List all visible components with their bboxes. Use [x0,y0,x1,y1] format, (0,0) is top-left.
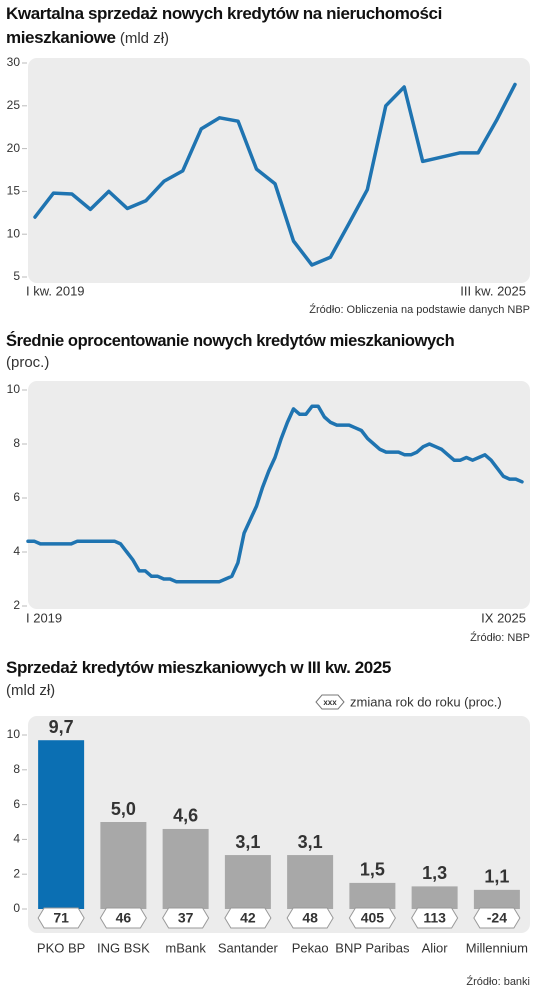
change-label: 48 [302,910,318,926]
change-label: 37 [178,910,194,926]
y-tick-label: 5 [13,269,20,283]
change-label: 42 [240,910,256,926]
y-tick-label: 4 [13,544,20,558]
value-label: 1,3 [422,863,447,883]
source: Źródło: banki [466,975,530,988]
chart-title: Kwartalna sprzedaż nowych kredytów na ni… [6,2,530,51]
source: Źródło: Obliczenia na podstawie danych N… [309,303,530,316]
title-text: Kwartalna sprzedaż nowych kredytów na ni… [6,4,442,47]
unit: (proc.) [6,354,50,371]
y-tick-label: 10 [7,382,21,396]
bar [473,889,520,909]
bar [349,882,396,909]
y-tick-label: 0 [13,901,20,915]
line [33,82,517,267]
y-tick-label: 25 [7,98,21,112]
bar [100,822,147,909]
bar [162,828,209,909]
value-label: 9,7 [49,717,74,737]
y-tick-label: 4 [13,832,20,846]
x-tick-label: Alior [422,940,449,955]
y-tick-label: 8 [13,436,20,450]
x-tick-label: ING BSK [97,940,150,955]
bar [411,886,458,909]
y-tick-label: 10 [7,727,21,741]
change-label: 46 [116,910,132,926]
change-label: -24 [487,910,507,926]
y-tick-label: 10 [7,226,21,240]
x-tick-label: BNP Paribas [335,940,410,955]
unit: (mld zł) [6,682,56,699]
change-badge [286,907,334,929]
bar [38,740,85,909]
y-tick-label: 15 [7,184,21,198]
x-tick-label: I 2019 [26,610,62,625]
value-label: 1,1 [484,867,509,887]
change-badge [99,907,147,929]
value-label: 3,1 [235,832,260,852]
line [26,404,524,584]
value-label: 3,1 [298,832,323,852]
change-badge [162,907,210,929]
chart-title: Sprzedaż kredytów mieszkaniowych w III k… [6,658,391,677]
change-label: 405 [361,910,385,926]
y-tick-label: 2 [13,598,20,612]
x-tick-label: Millennium [466,940,528,955]
change-badge [37,907,85,929]
y-tick-label: 6 [13,797,20,811]
chart-title: Średnie oprocentowanie nowych kredytów m… [6,332,455,350]
change-label: 71 [53,910,69,926]
y-tick-label: 6 [13,490,20,504]
y-tick-label: 2 [13,866,20,880]
x-tick-label: III kw. 2025 [460,283,526,298]
x-tick-label: IX 2025 [481,610,526,625]
change-badge [348,907,396,929]
bar [224,855,271,909]
legend-symbol [315,694,345,710]
change-badge [224,907,272,929]
change-badge [473,907,521,929]
x-tick-label: PKO BP [37,940,85,955]
plot-area [28,58,530,283]
y-tick-label: 8 [13,762,20,776]
value-label: 5,0 [111,799,136,819]
bar [287,855,334,909]
source: Źródło: NBP [470,631,530,644]
legend-symbol-text: xxx [323,698,337,707]
x-tick-label: mBank [165,940,206,955]
x-tick-label: Pekao [292,940,329,955]
value-label: 1,5 [360,860,385,880]
change-badge [411,907,459,929]
unit: (mld zł) [119,30,170,47]
x-tick-label: Santander [218,940,279,955]
change-label: 113 [423,910,446,926]
plot-area [28,716,530,933]
value-label: 4,6 [173,806,198,826]
y-tick-label: 20 [7,141,21,155]
x-tick-label: I kw. 2019 [26,283,85,298]
plot-area [28,381,530,609]
y-tick-label: 30 [7,55,21,69]
legend-label: zmiana rok do roku (proc.) [350,694,502,709]
